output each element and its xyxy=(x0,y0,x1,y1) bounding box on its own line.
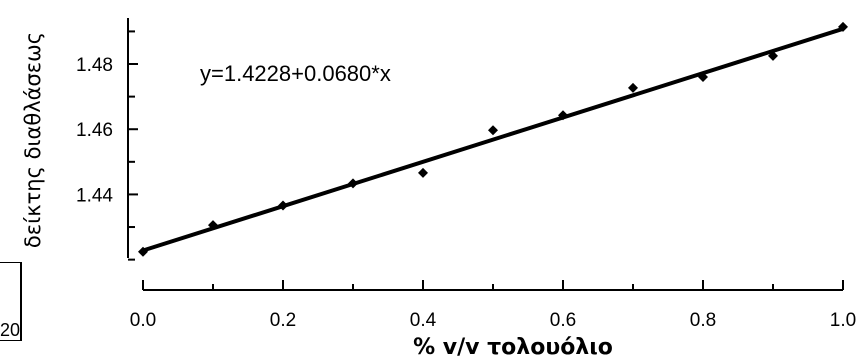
fit-line xyxy=(142,26,844,253)
y-axis-label: δείκτης διαθλάσεως xyxy=(21,32,45,248)
data-point xyxy=(628,82,638,93)
data-point xyxy=(348,178,358,189)
x-tick-label: 1.0 xyxy=(830,310,856,331)
y-tick-label: 1.46 xyxy=(76,120,113,141)
data-point xyxy=(278,200,288,211)
data-point xyxy=(208,220,218,231)
data-point xyxy=(418,167,428,178)
data-point xyxy=(138,246,148,257)
data-points xyxy=(138,21,848,257)
data-point xyxy=(768,50,778,61)
x-axis-label: % v/v τολουόλιο xyxy=(413,335,613,357)
corner-label: 20 xyxy=(0,320,21,340)
data-point xyxy=(838,21,848,32)
data-point xyxy=(558,110,568,121)
x-tick-label: 0.8 xyxy=(690,310,716,331)
data-point xyxy=(488,125,498,136)
corner-frame xyxy=(0,262,22,341)
y-tick-label: 1.48 xyxy=(76,55,113,76)
tick-labels: 1.44 1.46 1.48 0.0 0.2 0.4 0.6 0.8 1.0 xyxy=(76,55,856,331)
x-tick-label: 0.0 xyxy=(130,310,156,331)
fit-line-layer xyxy=(142,26,844,253)
data-point xyxy=(698,72,708,83)
axes xyxy=(127,18,844,291)
x-tick-label: 0.6 xyxy=(550,310,576,331)
x-tick-label: 0.4 xyxy=(410,310,437,331)
x-tick-label: 0.2 xyxy=(270,310,296,331)
fit-equation-annotation: y=1.4228+0.0680*x xyxy=(200,61,391,86)
y-tick-label: 1.44 xyxy=(76,185,113,206)
